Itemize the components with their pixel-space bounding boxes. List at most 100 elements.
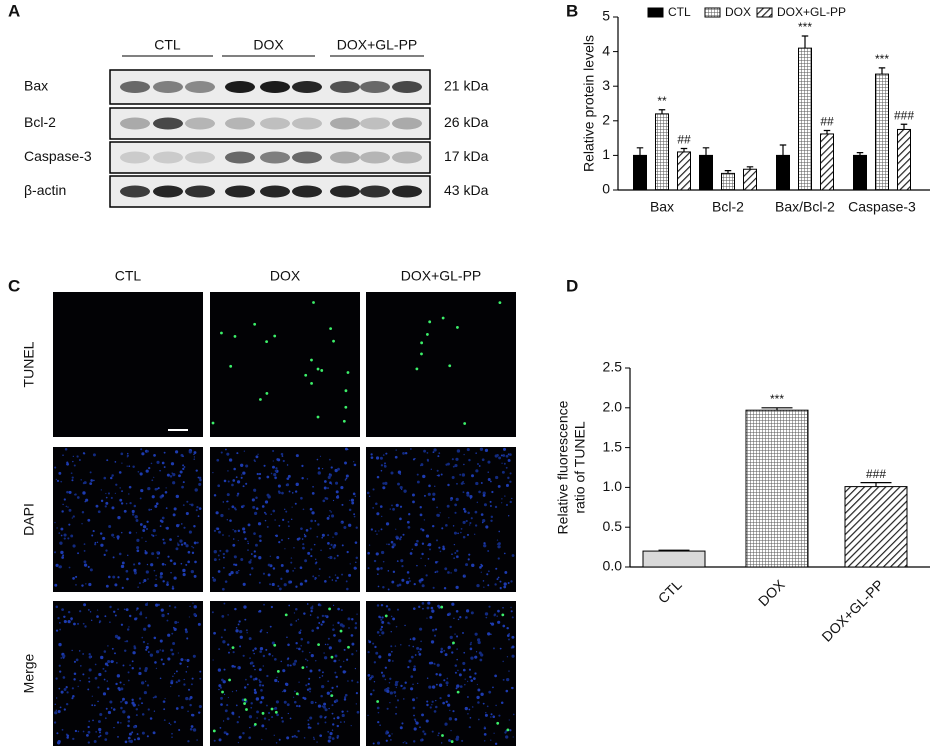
dapi-dot — [131, 731, 134, 734]
dapi-dot — [251, 498, 255, 502]
dapi-dot — [494, 454, 498, 458]
tunel-dot — [310, 358, 313, 362]
dapi-dot — [310, 700, 314, 705]
dapi-dot — [76, 496, 80, 499]
y-tick-label: 0 — [602, 181, 610, 197]
dapi-dot — [343, 648, 346, 651]
dapi-dot — [409, 580, 411, 582]
dapi-dot — [457, 618, 460, 621]
dapi-dot — [257, 453, 259, 455]
dapi-dot — [254, 677, 258, 681]
dapi-dot — [153, 569, 156, 572]
dapi-dot — [222, 534, 224, 536]
dapi-dot — [384, 666, 388, 669]
dapi-dot — [505, 689, 509, 693]
dapi-dot — [415, 721, 419, 725]
dapi-dot — [507, 476, 510, 480]
dapi-dot — [186, 658, 190, 662]
dapi-dot — [463, 510, 467, 513]
dapi-dot — [138, 562, 141, 565]
dapi-dot — [113, 726, 115, 729]
dapi-dot — [432, 586, 435, 589]
dapi-dot — [322, 705, 326, 709]
dapi-dot — [213, 558, 217, 562]
dapi-dot — [320, 684, 325, 689]
dapi-dot — [237, 539, 239, 542]
dapi-dot — [62, 503, 64, 506]
dapi-dot — [76, 455, 79, 458]
dapi-dot — [180, 706, 184, 709]
dapi-dot — [372, 642, 375, 645]
dapi-dot — [161, 562, 165, 566]
dapi-dot — [511, 497, 513, 500]
dapi-dot — [319, 604, 322, 607]
dapi-dot — [302, 508, 305, 511]
dapi-dot — [456, 648, 458, 650]
dapi-dot — [237, 666, 239, 669]
dapi-dot — [282, 669, 286, 673]
dapi-dot — [292, 662, 296, 666]
dapi-dot — [471, 474, 475, 478]
dapi-dot — [347, 617, 351, 621]
dapi-dot — [448, 517, 450, 519]
dapi-dot — [151, 495, 155, 499]
dapi-dot — [140, 611, 142, 614]
dapi-dot — [494, 742, 498, 746]
dapi-dot — [489, 480, 492, 483]
dapi-dot — [460, 527, 463, 530]
y-axis-label: Relative protein levels — [581, 35, 597, 172]
dapi-dot — [278, 738, 281, 741]
tunel-dot — [284, 613, 288, 617]
dapi-dot — [236, 480, 241, 484]
dapi-dot — [317, 704, 322, 708]
dapi-dot — [114, 492, 116, 494]
blot-band — [260, 117, 290, 130]
dapi-dot — [332, 499, 335, 502]
dapi-dot — [498, 714, 501, 717]
dapi-dot — [172, 481, 176, 485]
dapi-dot — [97, 510, 101, 514]
dapi-dot — [119, 498, 123, 502]
dapi-dot — [115, 661, 118, 664]
dapi-dot — [162, 662, 165, 666]
blot-size-label: 21 kDa — [444, 78, 489, 94]
dapi-dot — [118, 688, 121, 692]
dapi-dot — [336, 734, 340, 738]
dapi-dot — [175, 524, 180, 528]
x-tick-label: Bax/Bcl-2 — [775, 199, 835, 215]
dapi-dot — [411, 548, 413, 551]
dapi-dot — [470, 497, 472, 500]
dapi-dot — [466, 493, 470, 497]
dapi-dot — [258, 476, 261, 480]
tunel-dot — [328, 607, 331, 611]
dapi-dot — [345, 580, 348, 583]
dapi-dot — [485, 616, 488, 619]
dapi-dot — [433, 662, 436, 665]
dapi-dot — [221, 587, 225, 591]
dapi-dot — [57, 709, 61, 714]
dapi-dot — [271, 655, 274, 657]
dapi-dot — [316, 616, 320, 619]
dapi-dot — [456, 499, 458, 501]
tunel-dot — [448, 364, 452, 368]
dapi-dot — [466, 533, 469, 536]
blot-band — [260, 81, 290, 93]
dapi-dot — [247, 542, 249, 545]
dapi-dot — [150, 563, 154, 567]
dapi-dot — [242, 582, 246, 586]
dapi-dot — [413, 665, 416, 668]
dapi-dot — [172, 473, 176, 477]
dapi-dot — [333, 659, 337, 663]
dapi-dot — [131, 698, 134, 702]
dapi-dot — [465, 609, 470, 613]
blot-band — [260, 151, 290, 164]
dapi-dot — [419, 726, 421, 729]
dapi-dot — [443, 587, 447, 590]
dapi-dot — [215, 511, 219, 515]
dapi-dot — [340, 486, 344, 490]
dapi-dot — [242, 485, 245, 488]
dapi-dot — [179, 470, 183, 474]
dapi-dot — [408, 644, 411, 647]
dapi-dot — [428, 484, 431, 488]
dapi-dot — [168, 722, 171, 725]
